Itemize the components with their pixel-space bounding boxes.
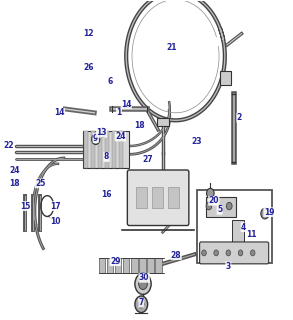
Circle shape xyxy=(238,250,243,256)
Bar xyxy=(197,190,272,263)
Bar xyxy=(91,131,96,168)
Circle shape xyxy=(138,300,144,308)
Text: 18: 18 xyxy=(9,179,20,188)
Text: 1: 1 xyxy=(116,108,122,117)
Text: 2: 2 xyxy=(237,113,242,122)
Text: 24: 24 xyxy=(9,166,20,175)
Bar xyxy=(156,258,162,273)
Text: 18: 18 xyxy=(134,121,144,130)
Circle shape xyxy=(226,250,231,256)
Text: 22: 22 xyxy=(4,141,14,150)
Circle shape xyxy=(206,202,212,210)
Bar xyxy=(168,187,179,208)
Circle shape xyxy=(207,188,214,198)
Bar xyxy=(157,118,168,126)
Bar xyxy=(236,245,252,254)
Bar xyxy=(112,131,116,168)
Text: 25: 25 xyxy=(35,179,46,188)
Bar xyxy=(119,131,123,168)
Text: 14: 14 xyxy=(121,100,132,108)
Text: 19: 19 xyxy=(264,208,274,217)
Text: 11: 11 xyxy=(246,230,257,239)
Text: 26: 26 xyxy=(83,63,94,72)
Circle shape xyxy=(139,278,147,290)
Bar xyxy=(98,131,102,168)
Text: 13: 13 xyxy=(96,128,107,137)
Text: 23: 23 xyxy=(191,137,202,146)
Text: 16: 16 xyxy=(101,190,112,199)
Bar xyxy=(123,258,130,273)
Text: 24: 24 xyxy=(115,132,126,141)
Bar xyxy=(206,196,236,217)
Bar xyxy=(99,258,105,273)
FancyBboxPatch shape xyxy=(127,170,189,226)
Bar xyxy=(131,258,137,273)
Bar xyxy=(115,258,121,273)
Bar xyxy=(84,131,88,168)
Text: 10: 10 xyxy=(50,217,60,226)
Circle shape xyxy=(99,128,106,137)
Circle shape xyxy=(214,250,219,256)
Bar xyxy=(83,131,129,168)
Bar xyxy=(152,187,163,208)
Circle shape xyxy=(135,296,148,313)
Circle shape xyxy=(226,202,232,210)
Circle shape xyxy=(202,250,206,256)
Bar xyxy=(136,187,147,208)
Text: 15: 15 xyxy=(20,202,30,211)
Bar xyxy=(232,220,244,245)
Bar xyxy=(147,258,154,273)
Text: 5: 5 xyxy=(217,205,222,214)
Text: 14: 14 xyxy=(54,108,65,117)
Circle shape xyxy=(261,208,269,219)
Text: 8: 8 xyxy=(104,152,109,162)
Circle shape xyxy=(135,273,151,294)
Text: 4: 4 xyxy=(241,223,246,232)
Text: 30: 30 xyxy=(139,273,149,282)
Circle shape xyxy=(251,250,255,256)
Text: 28: 28 xyxy=(171,251,181,260)
Text: 6: 6 xyxy=(108,77,113,86)
Text: 27: 27 xyxy=(143,155,153,164)
Bar xyxy=(107,258,113,273)
Bar xyxy=(220,71,231,85)
Circle shape xyxy=(92,134,100,145)
FancyBboxPatch shape xyxy=(200,242,269,264)
Text: 3: 3 xyxy=(226,262,231,271)
Text: 12: 12 xyxy=(83,29,94,38)
Bar xyxy=(139,258,146,273)
Text: 17: 17 xyxy=(50,202,60,211)
Text: 21: 21 xyxy=(166,43,176,52)
Text: 29: 29 xyxy=(110,257,120,266)
Text: 9: 9 xyxy=(93,133,98,143)
Bar xyxy=(105,131,109,168)
Text: 7: 7 xyxy=(139,298,144,307)
Text: 20: 20 xyxy=(209,196,219,205)
